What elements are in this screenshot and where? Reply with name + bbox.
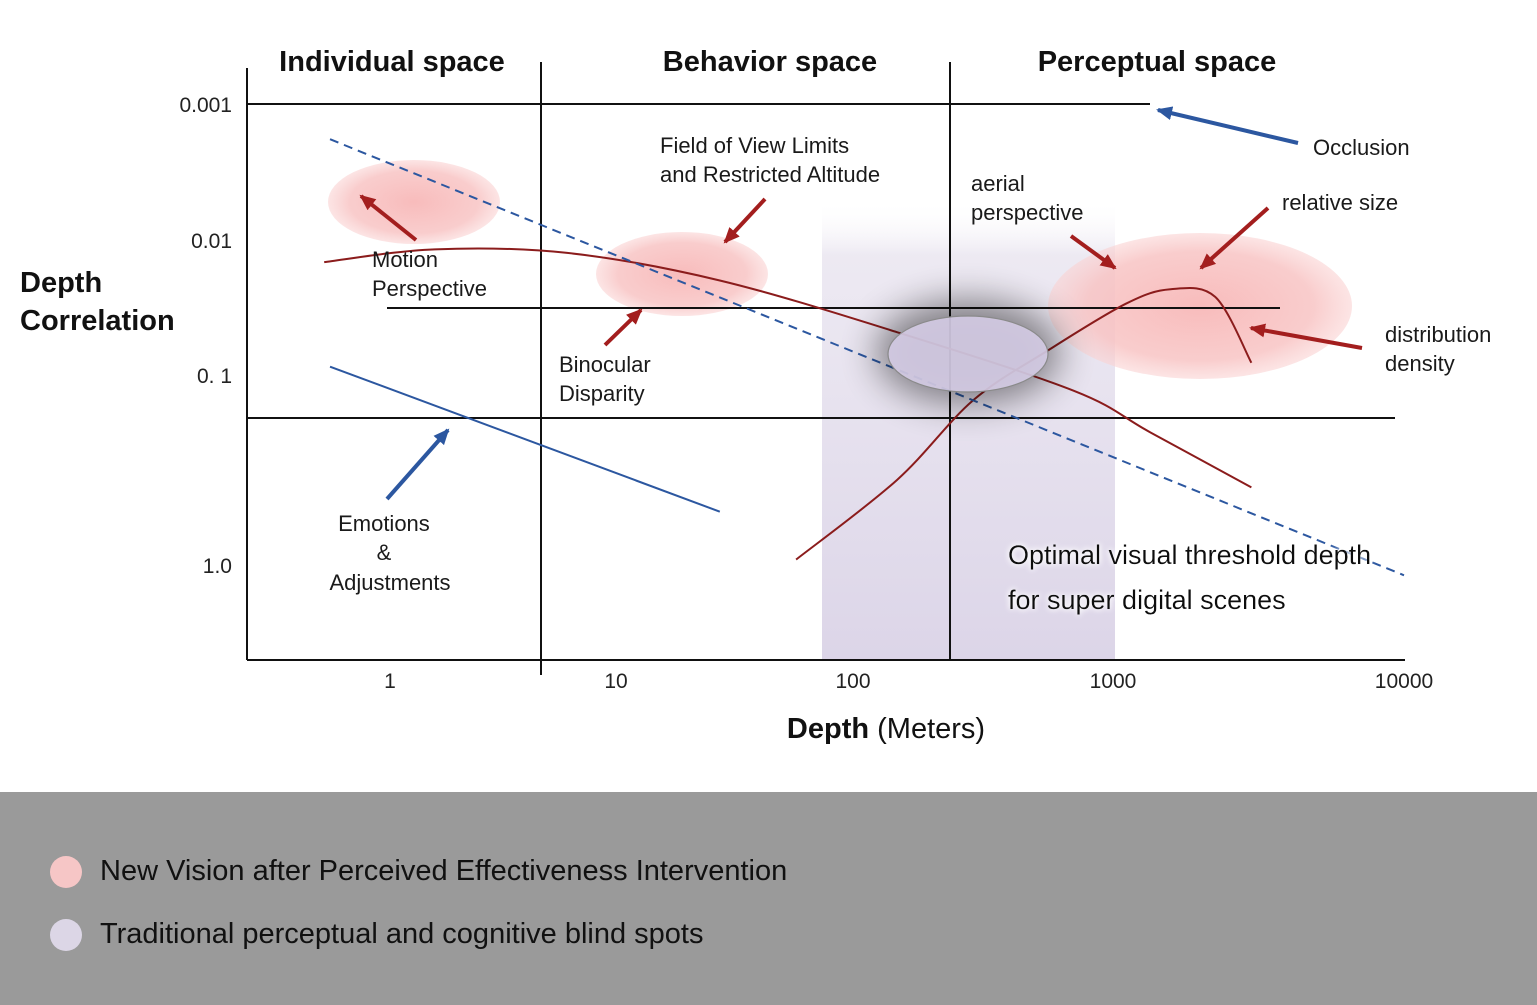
x-tick-label: 1 [384, 670, 396, 693]
axes [246, 68, 1405, 661]
label-emotions-adjustments: Emotions & Adjustments [329, 511, 450, 595]
label-occlusion: Occlusion [1313, 135, 1410, 160]
blind-spot-ellipse [887, 315, 1049, 393]
x-tick-label: 1000 [1090, 670, 1137, 693]
x-tick-label: 10000 [1375, 670, 1433, 693]
label-binocular-disparity: Binocular Disparity [559, 352, 657, 406]
region-title-behavior: Behavior space [663, 46, 877, 78]
region-title-individual: Individual space [279, 46, 505, 78]
legend-label: New Vision after Perceived Effectiveness… [100, 855, 788, 887]
label-field-of-view: Field of View Limits and Restricted Alti… [660, 133, 880, 187]
label-optimal-threshold: Optimal visual threshold depth for super… [1008, 540, 1379, 615]
series-line-motion-perspective [324, 247, 1252, 489]
annotation-arrows [359, 106, 1363, 501]
arrow-emotions [385, 428, 450, 501]
y-tick-label: 1.0 [203, 555, 232, 578]
arrow-occlusion [1156, 106, 1299, 145]
region-title-perceptual: Perceptual space [1038, 46, 1277, 78]
pink-zone-binocular [596, 232, 768, 316]
y-axis-title: Depth Correlation [20, 267, 175, 337]
depth-correlation-chart: Individual space Behavior space Perceptu… [20, 46, 1498, 745]
legend-item-blind-spots: Traditional perceptual and cognitive bli… [50, 918, 703, 951]
legend-label: Traditional perceptual and cognitive bli… [100, 918, 704, 950]
lavender-circle-icon [50, 918, 82, 951]
legend-panel: New Vision after Perceived Effectiveness… [0, 792, 1537, 1005]
pink-zone-relative [1048, 233, 1352, 379]
arrow-motion [359, 194, 418, 242]
series-line-emotions-adjustments [329, 365, 721, 513]
x-axis-title: Depth (Meters) [787, 713, 985, 745]
pink-zone-motion [328, 160, 500, 244]
y-tick-label: 0.01 [191, 230, 232, 253]
pink-circle-icon [50, 855, 82, 888]
grid-lines [247, 62, 1395, 675]
arrow-aerial [1069, 234, 1117, 270]
arrow-distribution [1249, 323, 1363, 350]
arrow-binocular [603, 308, 643, 347]
label-distribution-density: distribution density [1385, 322, 1498, 376]
y-tick-label: 0.001 [179, 94, 232, 117]
legend-item-new-vision: New Vision after Perceived Effectiveness… [50, 855, 787, 888]
x-tick-label: 100 [835, 670, 870, 693]
label-relative-size: relative size [1282, 190, 1398, 215]
arrow-relative [1199, 206, 1270, 270]
label-aerial-perspective: aerial perspective [971, 171, 1084, 225]
y-tick-label: 0. 1 [197, 365, 232, 388]
x-tick-label: 10 [604, 670, 627, 693]
series-line-occlusion [329, 138, 1405, 577]
arrow-fov [723, 197, 767, 244]
label-motion-perspective: Motion Perspective [372, 247, 487, 301]
